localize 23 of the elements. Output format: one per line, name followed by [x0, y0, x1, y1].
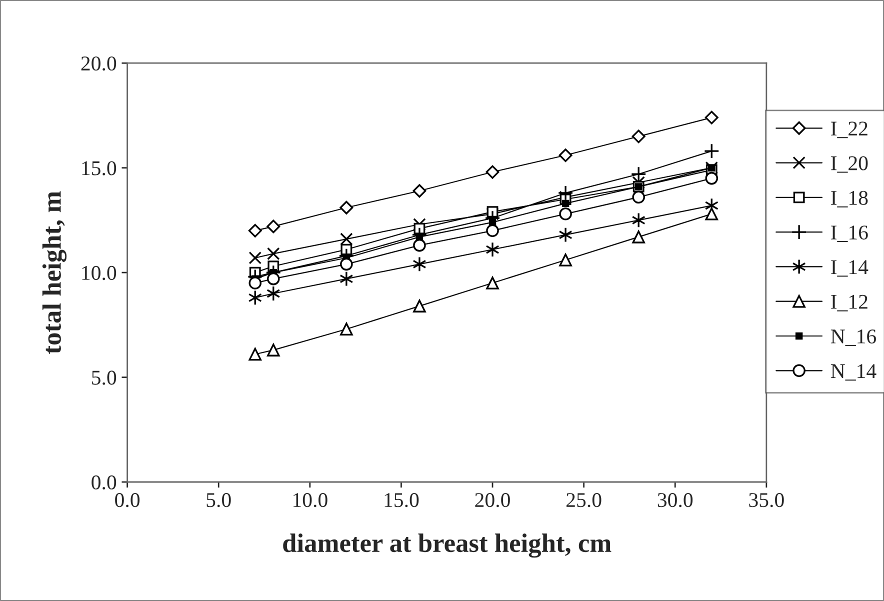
y-tick-label: 20.0 [81, 56, 116, 71]
legend-label: I_20 [831, 156, 868, 173]
legend-label: I_16 [831, 226, 868, 242]
x-tick-label: 25.0 [566, 493, 602, 508]
x-tick-label: 30.0 [658, 493, 693, 508]
x-tick-label: 0.0 [115, 493, 140, 508]
legend-label: I_12 [831, 294, 868, 312]
y-tick-label: 0.0 [92, 475, 116, 490]
legend-label: I_18 [831, 190, 868, 208]
y-tick-label: 10.0 [82, 266, 116, 280]
legend-label: N_14 [830, 364, 876, 381]
x-tick-label: 5.0 [206, 493, 231, 508]
x-tick-label: 35.0 [749, 493, 784, 508]
x-tick-label: 15.0 [384, 493, 419, 508]
x-tick-label: 20.0 [475, 493, 510, 508]
y-axis-title: total height, m [42, 191, 67, 354]
x-tick-label: 10.0 [294, 493, 328, 508]
legend-label: N_16 [830, 330, 876, 346]
y-tick-label: 5.0 [92, 370, 116, 385]
x-axis-title: diameter at breast height, cm [283, 534, 612, 558]
y-tick-label: 15.0 [82, 161, 116, 176]
legend-label: I_22 [831, 122, 868, 138]
legend-label: I_14 [831, 260, 868, 277]
